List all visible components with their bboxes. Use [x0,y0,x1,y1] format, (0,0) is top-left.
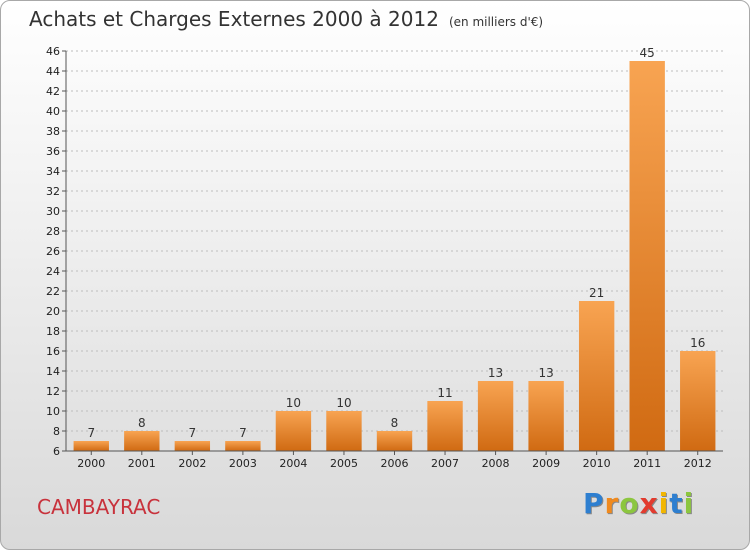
bars: 7 8 7 7 10 10 8 11 13 13 21 45 16 [73,46,716,451]
y-tick-label: 14 [46,365,60,378]
y-tick-label: 32 [46,185,60,198]
data-label-2005: 10 [336,396,351,410]
x-tick-label-2010: 2010 [583,457,611,470]
bar-2011 [629,61,665,451]
data-label-2003: 7 [239,426,247,440]
data-label-2008: 13 [488,366,503,380]
y-tick-label: 26 [46,245,60,258]
logo-letter: P [583,487,605,520]
data-label-2010: 21 [589,286,604,300]
x-tick-label-2012: 2012 [684,457,712,470]
y-tick-label: 38 [46,125,60,138]
y-tick-label: 22 [46,285,60,298]
x-tick-label-2002: 2002 [178,457,206,470]
y-tick-label: 12 [46,385,60,398]
data-label-2011: 45 [640,46,655,60]
x-tick-label-2005: 2005 [330,457,358,470]
bar-2003 [225,441,261,451]
grid-lines [66,50,723,452]
bar-2005 [326,411,362,451]
y-tick-label: 16 [46,345,60,358]
x-tick-label-2004: 2004 [279,457,307,470]
data-label-2000: 7 [87,426,95,440]
x-tick-label-2003: 2003 [229,457,257,470]
y-tick-label: 18 [46,325,60,338]
y-tick-label: 6 [53,445,60,458]
y-axis-ticks: 6 8 10 12 14 16 18 20 22 24 26 28 30 32 34 36 38 40 42 44 46 [46,45,66,458]
bar-2008 [477,381,514,451]
chart-unit: (en milliers d'€) [448,15,544,29]
x-tick-label-2007: 2007 [431,457,459,470]
y-tick-label: 44 [46,65,60,78]
logo-letter: o [619,487,640,520]
chart-title-block: Achats et Charges Externes 2000 à 2012 (e… [29,7,543,31]
bar-2004 [275,411,312,451]
data-label-2012: 16 [690,336,705,350]
location-name: CAMBAYRAC [37,495,161,519]
y-tick-label: 42 [46,85,60,98]
bar-2002 [174,441,211,451]
logo-letter: x [639,487,659,520]
data-label-2002: 7 [189,426,197,440]
logo-letter: i [658,487,670,520]
y-tick-label: 40 [46,105,60,118]
proxiti-logo: Proxiti [583,487,694,520]
y-tick-label: 10 [46,405,60,418]
data-label-2004: 10 [286,396,301,410]
bar-2010 [578,301,615,451]
logo-letter: r [604,487,620,520]
y-tick-label: 30 [46,205,60,218]
bar-2006 [376,431,413,451]
bar-2001 [124,431,160,451]
data-label-2006: 8 [391,416,399,430]
bar-2007 [427,401,463,451]
data-label-2001: 8 [138,416,146,430]
y-tick-label: 24 [46,265,60,278]
x-tick-label-2009: 2009 [532,457,560,470]
y-tick-label: 28 [46,225,60,238]
x-axis-ticks: 2000 2001 2002 2003 2004 2005 2006 2007 2008 2009… [77,451,712,470]
y-tick-label: 8 [53,425,60,438]
x-tick-label-2001: 2001 [128,457,156,470]
x-tick-label-2000: 2000 [77,457,105,470]
x-tick-label-2006: 2006 [381,457,409,470]
y-tick-label: 20 [46,305,60,318]
y-tick-label: 34 [46,165,60,178]
logo-letter: i [683,487,695,520]
x-tick-label-2008: 2008 [482,457,510,470]
data-label-2007: 11 [437,386,452,400]
bar-2009 [528,381,564,451]
data-label-2009: 13 [538,366,553,380]
bar-2000 [73,441,109,451]
chart-title: Achats et Charges Externes 2000 à 2012 [29,7,439,31]
y-tick-label: 46 [46,45,60,58]
y-tick-label: 36 [46,145,60,158]
bar-2012 [680,351,716,451]
logo-letter: t [669,487,684,520]
x-tick-label-2011: 2011 [633,457,661,470]
